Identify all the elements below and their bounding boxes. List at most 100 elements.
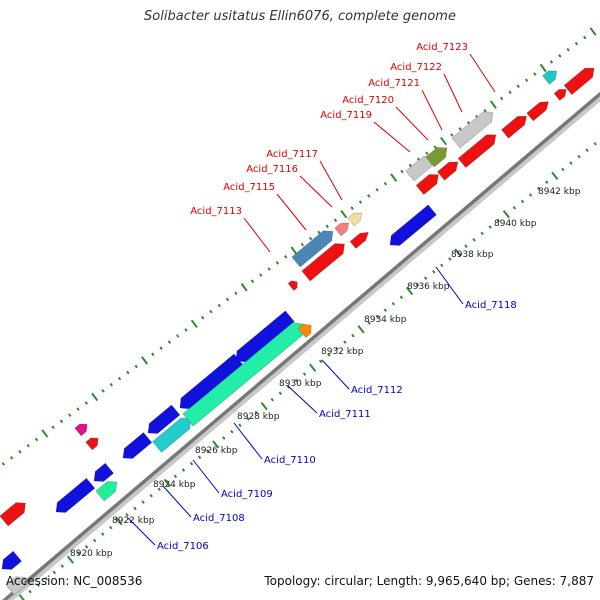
scale-tick-label: 8928 kbp xyxy=(237,412,280,422)
minor-tick xyxy=(149,493,153,498)
gene-block-yellow[interactable] xyxy=(347,209,365,227)
gene-block-gray[interactable] xyxy=(451,107,497,149)
gene-block-pink[interactable] xyxy=(334,219,352,237)
callout-label-reverse[interactable]: Acid_7106 xyxy=(157,541,209,552)
callout-label-forward[interactable]: Acid_7123 xyxy=(416,42,468,53)
minor-tick xyxy=(84,545,89,549)
gene-block-mint[interactable] xyxy=(95,477,121,502)
minor-tick xyxy=(350,206,354,210)
gene-arrow-reverse[interactable] xyxy=(119,432,153,463)
gene-block-teal[interactable] xyxy=(152,413,196,453)
minor-tick xyxy=(259,273,263,277)
minor-tick xyxy=(433,145,437,149)
minor-tick xyxy=(415,282,420,287)
minor-tick xyxy=(520,199,525,204)
callout-label-reverse[interactable]: Acid_7109 xyxy=(221,489,273,500)
map-title: Solibacter usitatus Ellin6076, complete … xyxy=(144,9,456,24)
callout-label-forward[interactable]: Acid_7115 xyxy=(223,182,275,193)
callout-label-forward[interactable]: Acid_7121 xyxy=(368,78,420,89)
callout-label-reverse[interactable]: Acid_7110 xyxy=(264,455,316,466)
gene-arrow-reverse[interactable] xyxy=(90,462,114,486)
minor-tick xyxy=(425,151,429,156)
gene-arrow-reverse[interactable] xyxy=(176,353,244,413)
callout-label-forward[interactable]: Acid_7122 xyxy=(390,62,442,73)
callout-label-reverse[interactable]: Acid_7108 xyxy=(193,513,245,524)
gene-arrow-forward[interactable] xyxy=(526,98,552,122)
callout-label-reverse[interactable]: Acid_7111 xyxy=(319,409,371,420)
minor-tick xyxy=(496,218,501,223)
gene-arrow-forward[interactable] xyxy=(457,130,500,169)
gene-block-gray-bottom[interactable] xyxy=(5,572,30,596)
callout-label-forward[interactable]: Acid_7119 xyxy=(320,110,372,121)
minor-tick xyxy=(383,181,388,186)
gene-arrow-reverse[interactable] xyxy=(0,550,22,574)
gene-arrow-forward[interactable] xyxy=(553,86,569,101)
gene-block-aquamarine[interactable] xyxy=(182,318,309,427)
gene-arrow-forward[interactable] xyxy=(287,278,300,291)
minor-tick xyxy=(367,321,371,325)
scale-tick-label: 8942 kbp xyxy=(538,187,581,197)
minor-tick xyxy=(351,333,355,338)
major-tick xyxy=(390,173,398,182)
minor-tick xyxy=(499,96,504,101)
gene-arrow-forward[interactable] xyxy=(0,498,30,527)
major-tick xyxy=(454,248,462,257)
gene-arrow-forward[interactable] xyxy=(563,64,598,96)
scale-tick-label: 8934 kbp xyxy=(364,315,407,325)
callout-leader xyxy=(276,193,307,231)
minor-tick xyxy=(234,291,238,296)
gene-block-cyan[interactable] xyxy=(542,67,560,85)
callout-label-reverse[interactable]: Acid_7118 xyxy=(465,300,517,311)
minor-tick xyxy=(512,205,517,210)
callout-leader xyxy=(162,485,192,518)
minor-tick xyxy=(250,279,255,283)
accession-text: Accession: NC_008536 xyxy=(6,574,143,588)
gene-arrow-reverse[interactable] xyxy=(232,310,295,366)
minor-tick xyxy=(300,242,305,247)
scale-tick-label: 8932 kbp xyxy=(321,347,364,357)
minor-tick xyxy=(101,389,105,393)
gene-arrow-reverse[interactable] xyxy=(144,404,181,438)
gene-block-orange[interactable] xyxy=(297,321,315,339)
gene-arrow-forward[interactable] xyxy=(85,434,102,451)
major-tick xyxy=(212,440,220,449)
minor-tick xyxy=(26,443,30,448)
minor-tick xyxy=(197,455,202,460)
minor-tick xyxy=(516,84,520,89)
gene-arrow-forward[interactable] xyxy=(415,170,442,196)
minor-tick xyxy=(141,500,145,504)
minor-tick xyxy=(181,468,186,472)
outer-tick-track xyxy=(1,27,597,466)
callout-label-forward[interactable]: Acid_7113 xyxy=(190,206,242,217)
callout-label-forward[interactable]: Acid_7116 xyxy=(246,164,298,175)
gene-arrow-reverse[interactable] xyxy=(52,477,96,517)
scale-tick-label: 8938 kbp xyxy=(451,250,494,260)
minor-tick xyxy=(508,90,512,95)
gene-arrow-reverse[interactable] xyxy=(386,204,437,250)
major-tick xyxy=(18,593,25,600)
minor-tick xyxy=(278,391,283,396)
minor-tick xyxy=(125,513,129,517)
minor-tick xyxy=(68,413,72,417)
gene-arrow-forward[interactable] xyxy=(349,229,371,249)
callout-label-reverse[interactable]: Acid_7112 xyxy=(351,385,403,396)
minor-tick xyxy=(375,314,379,319)
gene-arrow-forward[interactable] xyxy=(301,239,349,282)
minor-tick xyxy=(561,167,565,172)
callout-leader xyxy=(443,73,463,113)
gene-arrow-forward[interactable] xyxy=(501,112,530,139)
major-tick xyxy=(190,319,198,329)
minor-tick xyxy=(151,352,155,357)
minor-tick xyxy=(173,474,178,479)
callout-label-forward[interactable]: Acid_7117 xyxy=(266,149,318,160)
gene-block-olive[interactable] xyxy=(425,143,451,168)
minor-tick xyxy=(335,346,339,351)
gene-arrow-forward[interactable] xyxy=(437,158,461,181)
gene-block-magenta[interactable] xyxy=(74,420,91,437)
gene-block-steelblue[interactable] xyxy=(291,226,337,268)
major-tick xyxy=(539,63,547,73)
major-tick xyxy=(260,401,268,411)
callout-label-forward[interactable]: Acid_7120 xyxy=(342,95,394,106)
minor-tick xyxy=(205,449,210,453)
callout-leader xyxy=(373,121,411,153)
